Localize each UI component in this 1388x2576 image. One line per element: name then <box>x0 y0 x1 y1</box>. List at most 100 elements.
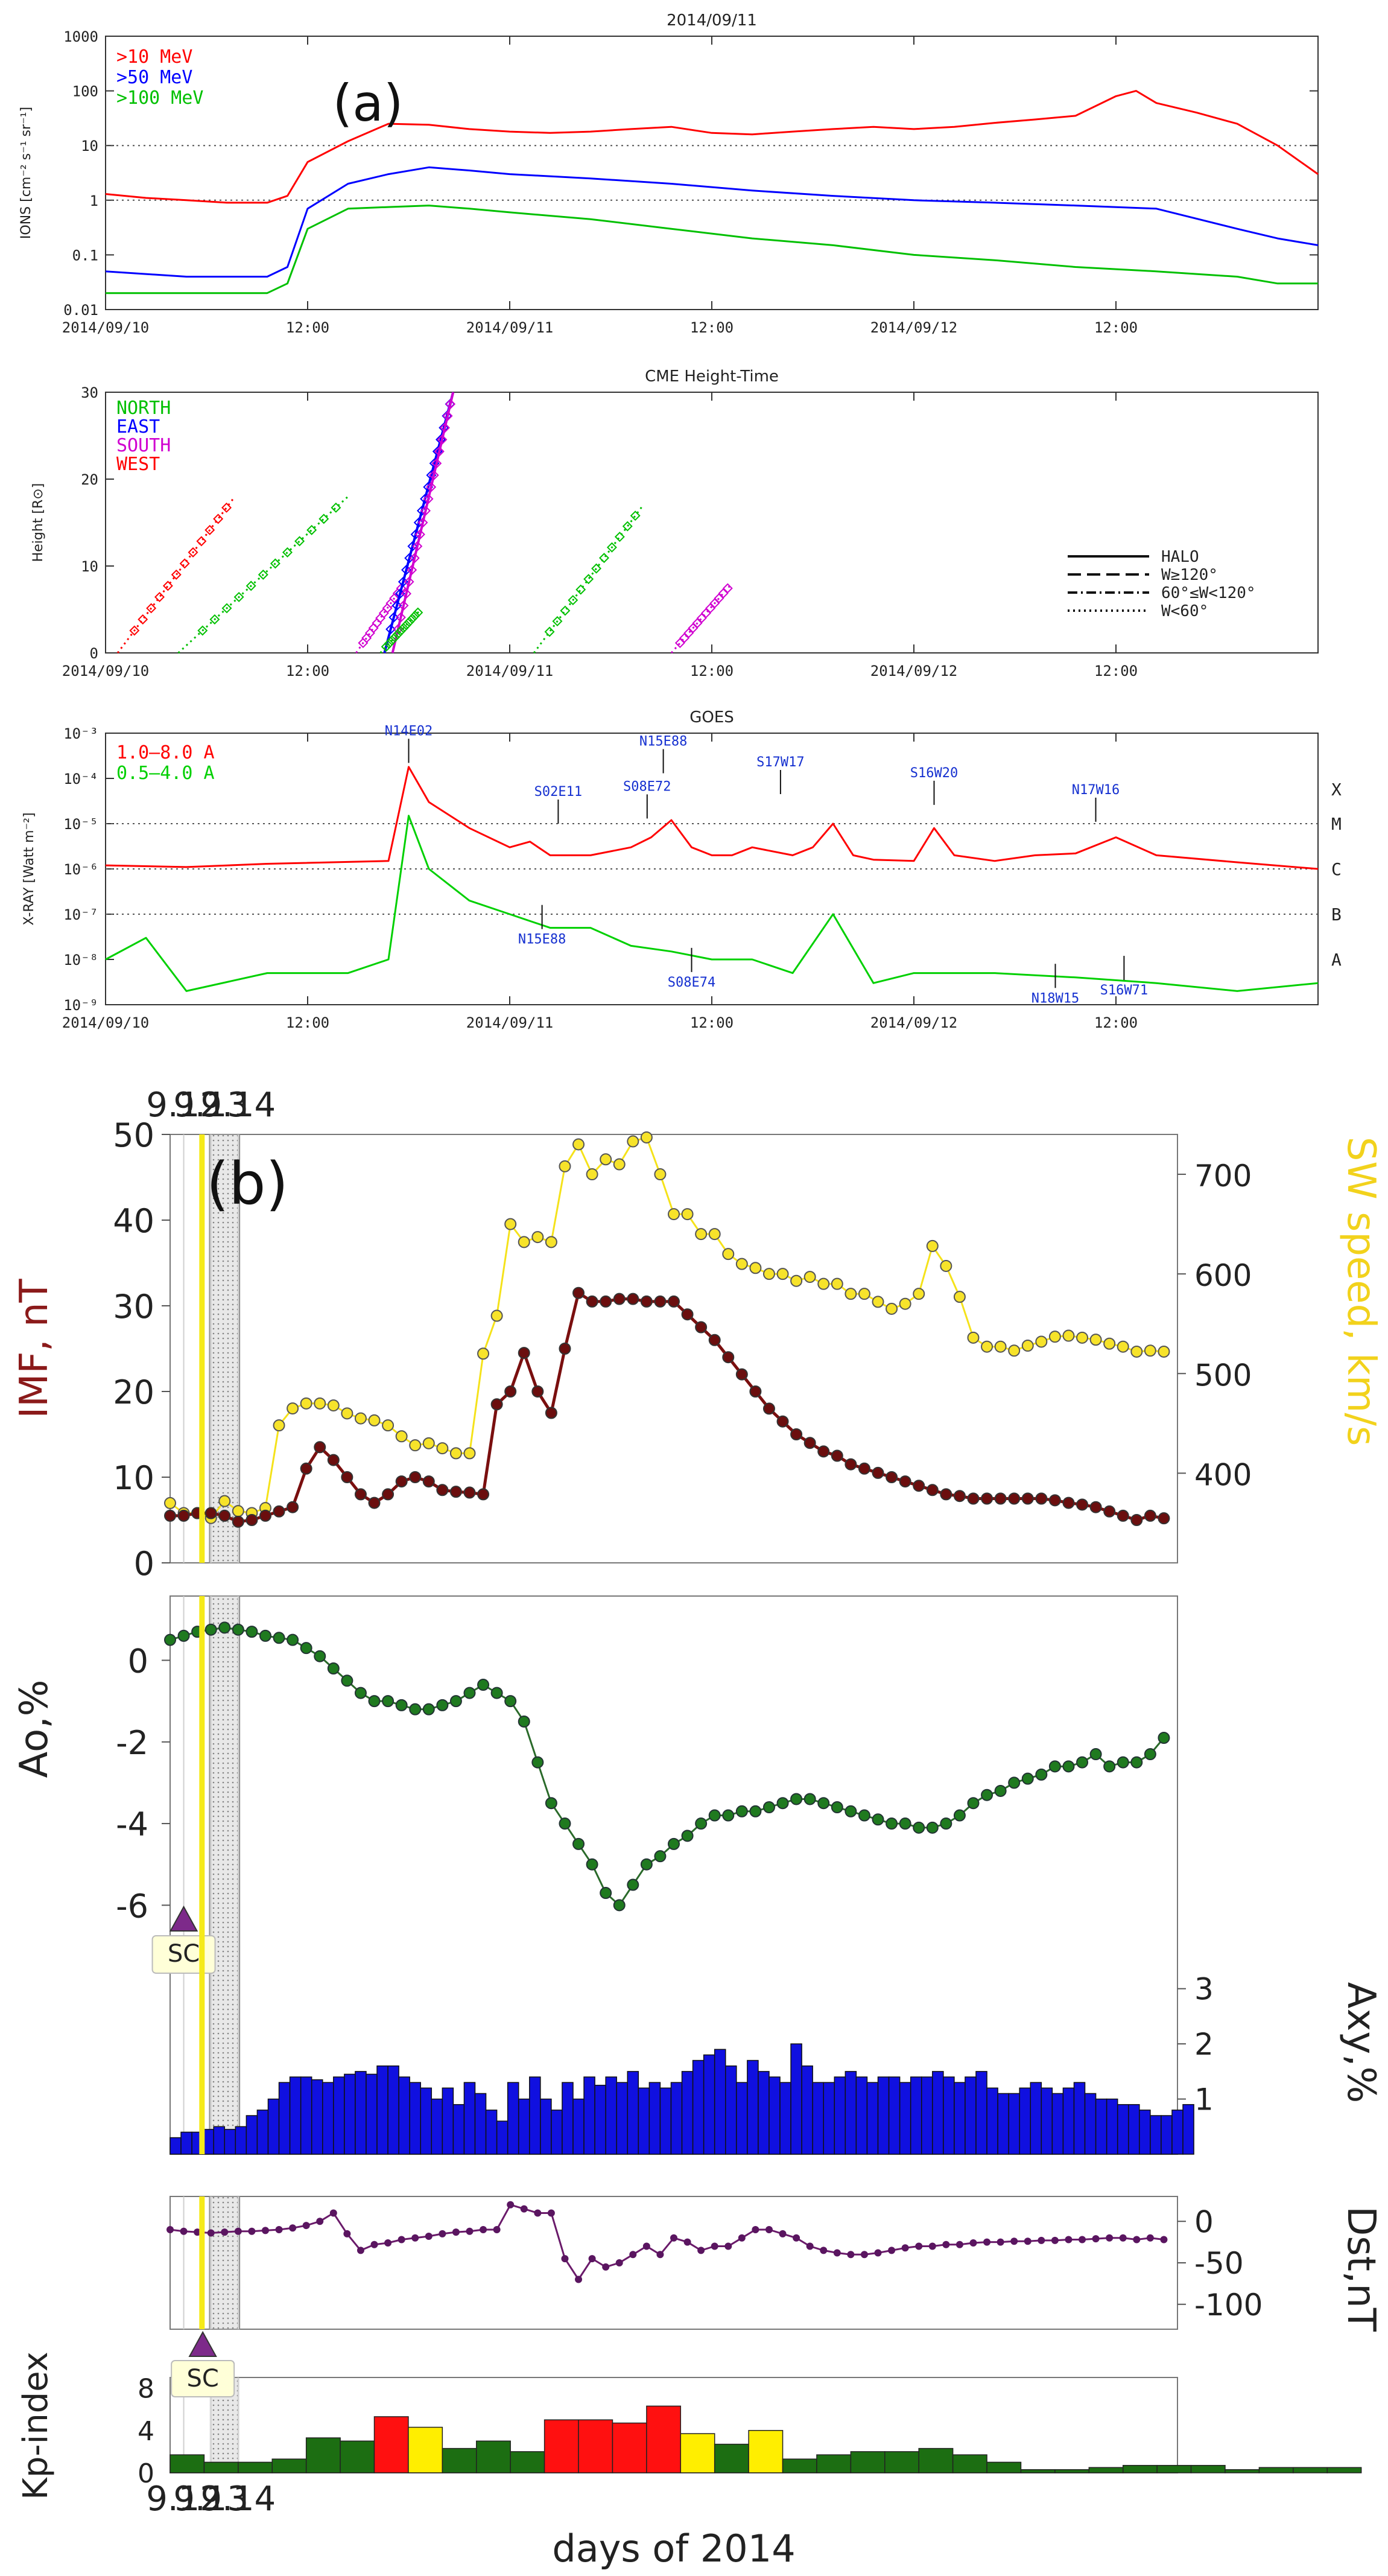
ao-point <box>518 1715 530 1728</box>
cme-point <box>679 632 690 643</box>
axy-bar <box>1073 2082 1086 2155</box>
y-tick-label: 1 <box>90 192 98 209</box>
y-tick-label: 10 <box>81 558 98 575</box>
dst-ylabel: Dst,nT <box>1339 2206 1383 2332</box>
ao-point <box>1117 1756 1129 1769</box>
cme-point <box>162 580 173 591</box>
kp-bar <box>1258 2467 1294 2473</box>
cme-point <box>129 625 140 636</box>
axy-bar <box>834 2076 846 2155</box>
imf-point <box>518 1347 530 1360</box>
x-tick-label: 12:00 <box>286 1014 329 1031</box>
ao-point <box>164 1633 176 1646</box>
x-tick-label: 2014/09/10 <box>62 319 150 336</box>
dst-point <box>1119 2234 1127 2242</box>
goes-legend-1: 0.5–4.0 A <box>116 763 215 784</box>
dst-point <box>1106 2234 1114 2242</box>
axy-bar <box>1161 2115 1173 2155</box>
dst-point <box>384 2239 392 2247</box>
cme-point <box>388 612 399 623</box>
axy-bar <box>213 2126 226 2155</box>
x-tick-label: 12:00 <box>286 319 329 336</box>
imf-point <box>545 1407 557 1419</box>
axy-bar <box>235 2126 247 2155</box>
ao-point <box>994 1784 1007 1797</box>
dst-point <box>194 2228 201 2236</box>
ao-point <box>531 1756 544 1769</box>
imf-point <box>559 1343 571 1355</box>
ao-point <box>422 1703 435 1716</box>
y-tick-label: 10⁻⁶ <box>63 861 98 878</box>
axy-y-tick-label: 1 <box>1194 2082 1214 2117</box>
top-x-tick-label: 9.14 <box>200 1086 276 1125</box>
axy-bar <box>965 2076 977 2155</box>
dst-y-tick-label: -50 <box>1194 2246 1244 2281</box>
goes-series-1 <box>105 815 1319 992</box>
sw-point <box>436 1442 449 1455</box>
sw-point <box>817 1277 830 1290</box>
axy-bar <box>507 2082 519 2155</box>
axy-bar <box>562 2082 574 2155</box>
axy-bar <box>1084 2093 1097 2155</box>
cme-point <box>630 510 641 521</box>
cme-point <box>270 558 280 569</box>
axy-bar <box>278 2082 291 2155</box>
cme-point <box>428 469 439 480</box>
cme-point <box>392 629 403 640</box>
sw-point <box>327 1399 340 1412</box>
imf-point <box>831 1449 843 1462</box>
sw-point <box>300 1397 312 1410</box>
axy-bar <box>986 2087 998 2155</box>
kp-bar <box>305 2437 341 2473</box>
ao-point <box>1144 1748 1156 1761</box>
imf-point <box>668 1295 680 1308</box>
sw-point <box>463 1447 476 1460</box>
imf-point <box>1130 1514 1143 1526</box>
ion-series-2 <box>106 205 1318 294</box>
ion-series-0 <box>105 90 1319 204</box>
cme-point <box>331 502 341 513</box>
ao-point <box>504 1695 517 1708</box>
kp-bar <box>612 2422 647 2473</box>
axy-bar <box>387 2065 399 2155</box>
dst-point <box>221 2228 229 2236</box>
legend-0: >10 MeV <box>116 46 192 68</box>
ao-point <box>668 1837 680 1850</box>
flare-label: S17W17 <box>756 755 804 770</box>
imf-ylabel: IMF, nT <box>12 1278 57 1418</box>
ao-y-tick-label: -6 <box>116 1887 148 1925</box>
y-tick-label: 30 <box>81 384 98 401</box>
axy-bar <box>1139 2110 1151 2155</box>
cme-point <box>306 524 317 535</box>
imf-point <box>164 1509 176 1522</box>
x-tick-label: 2014/09/12 <box>870 319 958 336</box>
axy-bar <box>431 2098 443 2155</box>
axy-bar <box>1095 2098 1108 2155</box>
imf-point <box>899 1475 911 1488</box>
ao-point <box>803 1793 816 1805</box>
imf-point <box>845 1458 857 1471</box>
sw-point <box>504 1218 517 1230</box>
flare-label: N14E02 <box>385 724 433 739</box>
x-tick-label: 12:00 <box>1094 663 1138 679</box>
ao-point <box>1035 1768 1048 1781</box>
imf-point <box>287 1501 299 1513</box>
cme-point <box>420 505 431 516</box>
flare-label: N17W16 <box>1072 783 1120 798</box>
axy-bar <box>638 2087 650 2155</box>
cme-point <box>233 591 244 602</box>
cme-point <box>404 553 415 564</box>
axy-bar <box>442 2087 454 2155</box>
cme-ylabel: Height [R⊙] <box>31 483 46 562</box>
sw-point <box>422 1437 435 1449</box>
imf-point <box>600 1295 612 1308</box>
kp-y-tick-label: 4 <box>138 2416 154 2447</box>
sw-point <box>967 1331 980 1344</box>
kp-ylabel: Kp-index <box>16 2352 55 2500</box>
imf-point <box>409 1471 422 1483</box>
imf-point <box>273 1505 285 1518</box>
ao-point <box>545 1797 557 1810</box>
sw-point <box>762 1268 775 1280</box>
dst-point <box>425 2233 433 2240</box>
imf-point <box>722 1351 735 1364</box>
